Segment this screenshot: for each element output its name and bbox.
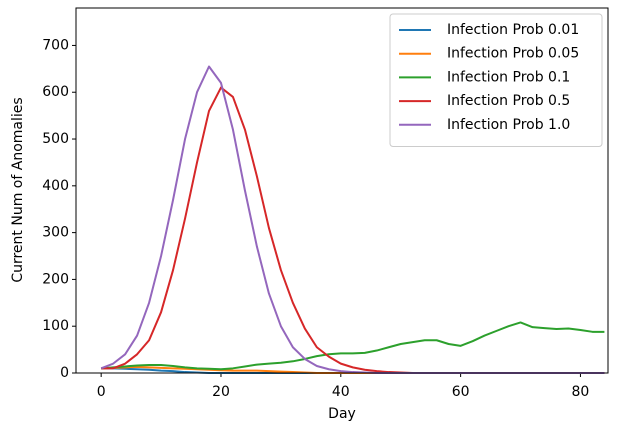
y-tick-label: 0 <box>60 365 69 381</box>
x-axis-label: Day <box>328 406 356 422</box>
y-tick-label: 400 <box>42 178 69 194</box>
legend-label: Infection Prob 0.5 <box>447 93 570 109</box>
legend-label: Infection Prob 0.05 <box>447 46 579 62</box>
x-tick-label: 0 <box>97 384 106 400</box>
legend-box <box>389 13 603 147</box>
y-tick-label: 100 <box>42 318 69 334</box>
series-line <box>101 321 605 371</box>
x-tick-label: 20 <box>212 384 230 400</box>
x-tick-label: 40 <box>332 384 350 400</box>
y-axis-label: Current Num of Anomalies <box>10 97 26 282</box>
y-tick-label: 300 <box>42 225 69 241</box>
y-tick-label: 500 <box>42 131 69 147</box>
plot-frame <box>75 7 609 374</box>
y-tick-label: 700 <box>42 37 69 53</box>
legend-label: Infection Prob 0.01 <box>447 22 579 38</box>
y-tick-label: 200 <box>42 271 69 287</box>
x-tick-label: 80 <box>572 384 590 400</box>
legend-label: Infection Prob 0.1 <box>447 69 570 85</box>
y-tick-label: 600 <box>42 84 69 100</box>
x-tick-label: 60 <box>452 384 470 400</box>
legend-label: Infection Prob 1.0 <box>447 117 570 133</box>
